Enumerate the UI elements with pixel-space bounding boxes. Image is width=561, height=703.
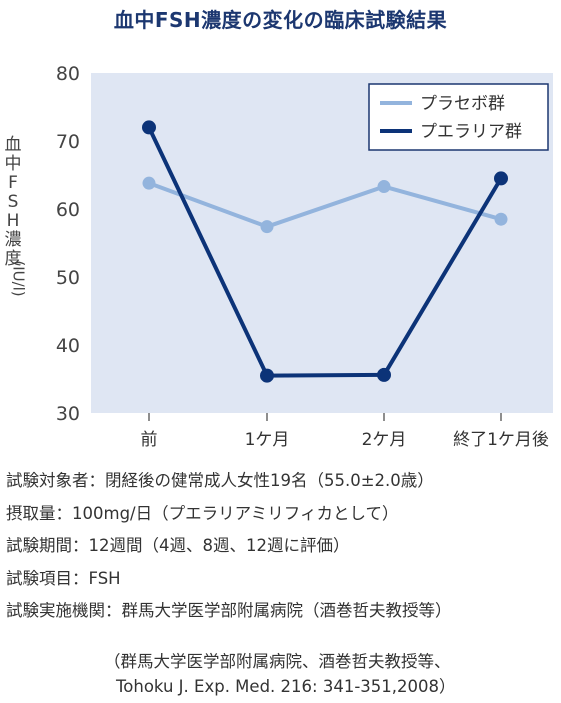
note-period: 試験期間：12週間（4週、8週、12週に評価） [6,536,350,555]
data-point-pueraria [142,120,156,135]
y-tick-label: 70 [56,131,80,153]
x-tick-label: 終了1ケ月後 [453,430,549,450]
legend-label-placebo: プラセボ群 [420,94,505,114]
series-line-pueraria [147,126,503,378]
data-point-pueraria [494,171,508,186]
y-tick-label: 30 [56,403,80,425]
y-tick-label: 50 [56,267,80,289]
data-point-placebo [377,180,391,194]
line-chart: 前 1ケ月 2ケ月 終了1ケ月後 30 40 50 60 70 80 プラセボ群 プエラリア群 [56,63,553,450]
study-notes: 試験対象者：閉経後の健常成人女性19名（55.0±2.0歳） 摂取量：100mg… [6,467,452,630]
y-tick-label: 40 [56,335,80,357]
data-point-placebo [142,176,156,190]
y-tick-label: 80 [56,63,80,85]
note-subjects: 試験対象者：閉経後の健常成人女性19名（55.0±2.0歳） [6,471,434,490]
citation: （群馬大学医学部附属病院、酒巻哲夫教授等、 Tohoku J. Exp. Med… [104,649,456,699]
note-institution: 試験実施機関：群馬大学医学部附属病院（酒巻哲夫教授等） [6,601,452,620]
chart-title: 血中FSH濃度の変化の臨床試験結果 [113,8,448,32]
data-point-pueraria [377,367,391,382]
data-point-placebo [494,212,508,226]
legend-label-pueraria: プエラリア群 [420,122,522,142]
data-point-pueraria [260,368,274,383]
legend: プラセボ群 プエラリア群 [368,83,549,151]
y-axis-label: 血中 F S H 濃度 (IU/l) [4,135,28,297]
x-tick-label: 前 [141,430,158,450]
citation-line-1: （群馬大学医学部附属病院、酒巻哲夫教授等、 [104,652,451,671]
x-tick-label: 1ケ月 [245,430,290,450]
series-line-placebo [148,181,502,229]
data-point-placebo [260,220,274,234]
note-dosage: 摂取量：100mg/日（プエラリアミリフィカとして） [6,503,399,523]
citation-line-2: Tohoku J. Exp. Med. 216: 341-351,2008） [116,677,456,696]
x-tick-label: 2ケ月 [362,430,407,450]
y-tick-label: 60 [56,199,80,221]
note-item: 試験項目：FSH [6,568,121,588]
